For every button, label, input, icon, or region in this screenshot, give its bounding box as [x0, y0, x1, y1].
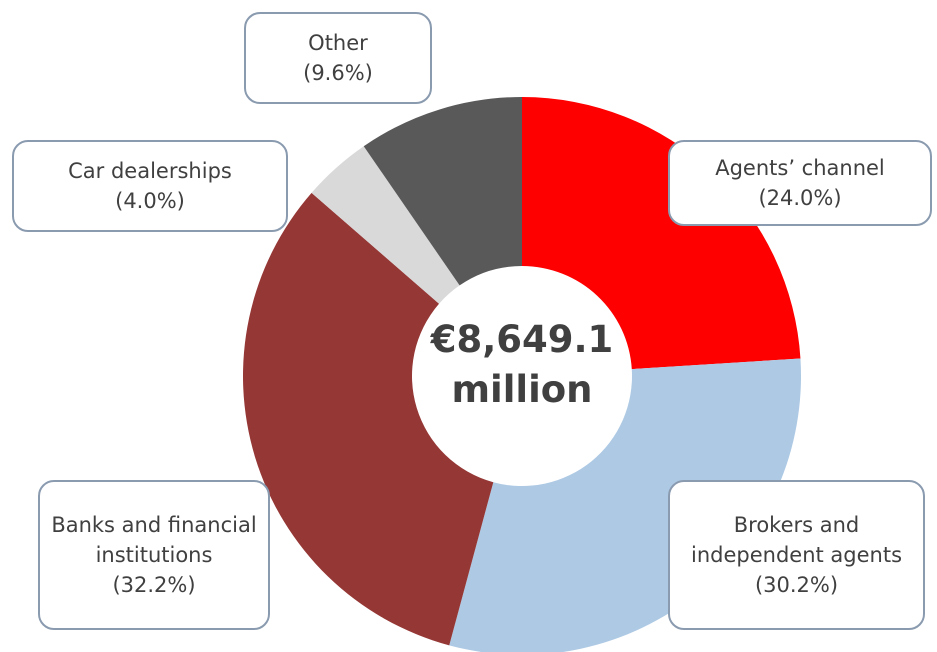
category-name: Agents’ channel — [715, 156, 885, 180]
value-label: (24.0%) — [758, 186, 842, 210]
donut-segment — [311, 146, 460, 304]
value-label: (32.2%) — [112, 573, 196, 597]
value-label: (9.6%) — [303, 61, 373, 85]
category-name: Other — [308, 31, 368, 55]
segment-label: Brokers and independent agents (30.2%) — [668, 480, 925, 630]
value-label: (30.2%) — [754, 573, 839, 597]
category-name: Brokers and independent agents — [690, 513, 903, 567]
segment-label: Banks and financial institutions (32.2%) — [38, 480, 270, 630]
segment-label: Car dealerships (4.0%) — [12, 140, 288, 232]
segment-label: Agents’ channel (24.0%) — [668, 140, 932, 226]
donut-segment — [522, 97, 801, 370]
donut-segment — [242, 192, 494, 646]
center-label: €8,649.1 million — [430, 318, 614, 411]
value-label: (4.0%) — [115, 189, 185, 213]
donut-segment — [363, 97, 522, 286]
category-name: Banks and financial institutions — [51, 513, 257, 567]
category-name: Car dealerships — [68, 159, 232, 183]
segment-label: Other (9.6%) — [244, 12, 432, 104]
